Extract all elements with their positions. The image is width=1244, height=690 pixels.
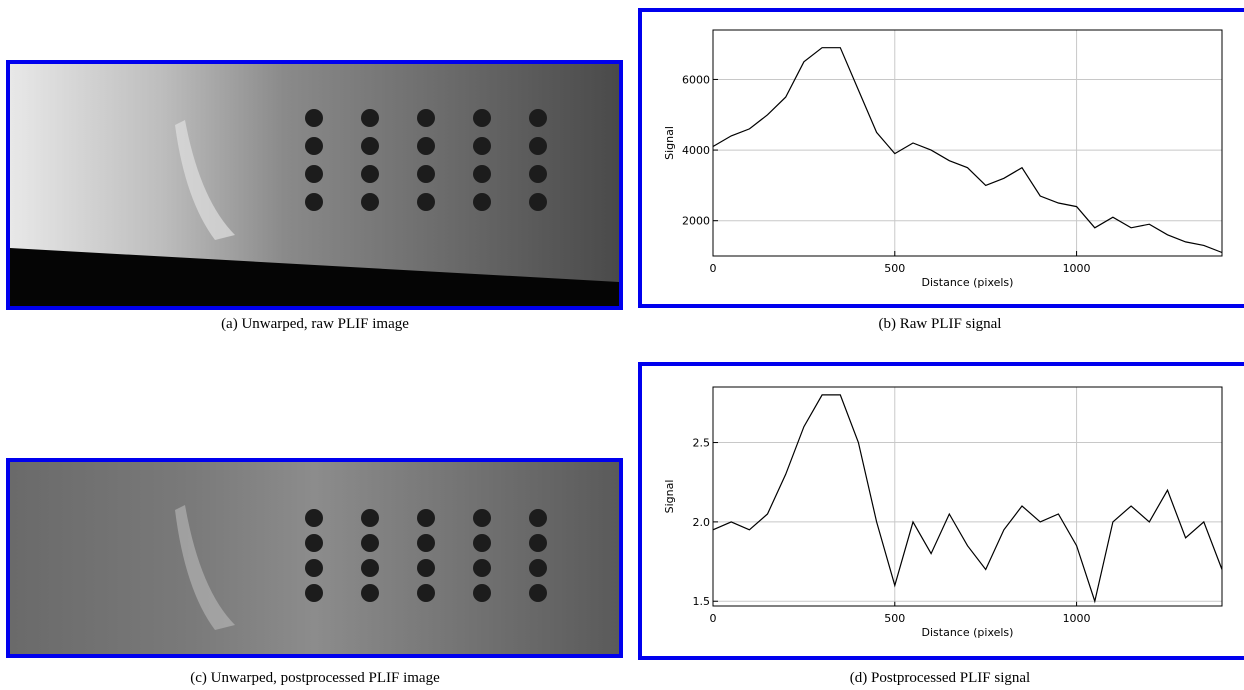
dot [529, 109, 547, 127]
dot [305, 584, 323, 602]
dot [417, 193, 435, 211]
dot [305, 109, 323, 127]
dot [417, 584, 435, 602]
dot [473, 509, 491, 527]
y-tick-label: 4000 [682, 144, 710, 157]
x-axis-label: Distance (pixels) [922, 626, 1014, 639]
dot [529, 165, 547, 183]
image [10, 462, 619, 654]
caption: (d) Postprocessed PLIF signal [850, 670, 1030, 686]
x-tick-label: 1000 [1063, 262, 1091, 275]
frame [638, 8, 1244, 308]
dot [361, 193, 379, 211]
frame [6, 60, 623, 310]
dot [417, 109, 435, 127]
y-axis-label: Signal [663, 480, 676, 514]
shock [175, 505, 235, 630]
dot [305, 165, 323, 183]
dot [305, 559, 323, 577]
dot [529, 534, 547, 552]
dot [473, 137, 491, 155]
y-tick-label: 6000 [682, 73, 710, 86]
image-c [10, 462, 619, 654]
dot [417, 559, 435, 577]
image-a [10, 64, 619, 306]
x-tick-label: 0 [710, 262, 717, 275]
y-tick-label: 2000 [682, 215, 710, 228]
dot [361, 109, 379, 127]
dot [305, 509, 323, 527]
x-tick-label: 0 [710, 612, 717, 625]
x-axis-label: Distance (pixels) [922, 276, 1014, 289]
dot [473, 165, 491, 183]
dots [305, 509, 547, 602]
plot-area [712, 386, 1223, 607]
y-tick-label: 2.5 [693, 437, 711, 450]
x-tick-label: 500 [884, 612, 905, 625]
dot [417, 509, 435, 527]
dot [305, 193, 323, 211]
dot [417, 165, 435, 183]
dot [361, 559, 379, 577]
plot-area [712, 29, 1223, 257]
line [712, 47, 1223, 254]
dot [305, 137, 323, 155]
dots [305, 109, 547, 211]
frame [6, 458, 623, 658]
dot [305, 534, 323, 552]
dot [361, 584, 379, 602]
y-axis-label: Signal [663, 126, 676, 160]
dot [529, 509, 547, 527]
caption: (c) Unwarped, postprocessed PLIF image [190, 670, 440, 686]
x-tick-label: 500 [884, 262, 905, 275]
dot [473, 193, 491, 211]
dot [529, 193, 547, 211]
dot [417, 534, 435, 552]
shadow [10, 248, 619, 306]
dot [529, 137, 547, 155]
dot [361, 534, 379, 552]
shock [175, 120, 235, 240]
caption: (a) Unwarped, raw PLIF image [221, 316, 409, 332]
x-tick-label: 1000 [1063, 612, 1091, 625]
dot [473, 584, 491, 602]
dot [361, 137, 379, 155]
dot [361, 509, 379, 527]
dot [529, 584, 547, 602]
dot [473, 109, 491, 127]
line [712, 394, 1223, 604]
y-tick-label: 2.0 [693, 516, 711, 529]
dot [473, 559, 491, 577]
y-tick-label: 1.5 [693, 595, 711, 608]
dot [417, 137, 435, 155]
dot [473, 534, 491, 552]
dot [361, 165, 379, 183]
dot [529, 559, 547, 577]
caption: (b) Raw PLIF signal [879, 316, 1002, 332]
frame [638, 362, 1244, 660]
